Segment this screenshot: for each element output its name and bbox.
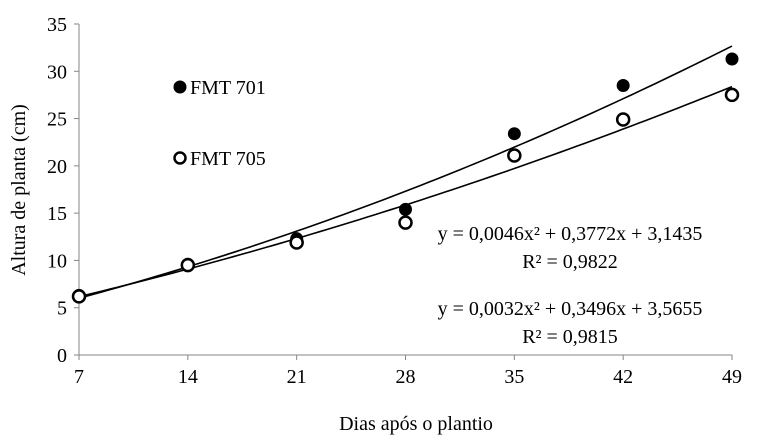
- x-axis-title: Dias após o plantio: [339, 413, 493, 435]
- y-tick-label: 25: [47, 109, 67, 131]
- data-point-series-1: [398, 215, 413, 230]
- data-point-series-1: [507, 148, 522, 163]
- equation-fmt-701: y = 0,0046x² + 0,3772x + 3,1435: [438, 223, 703, 245]
- y-axis-title: Altura de planta (cm): [8, 104, 30, 276]
- data-points: [71, 52, 740, 304]
- y-tick-label: 15: [47, 203, 67, 225]
- y-tick-label: 10: [47, 250, 67, 272]
- equations: y = 0,0046x² + 0,3772x + 3,1435 R² = 0,9…: [438, 223, 703, 348]
- data-point-series-0: [399, 202, 412, 216]
- y-tick-label: 30: [47, 61, 67, 83]
- x-tick-label: 28: [396, 366, 416, 388]
- data-point-series-1: [180, 257, 196, 273]
- r2-fmt-701: R² = 0,9822: [522, 251, 618, 273]
- y-tick-label: 20: [47, 156, 67, 178]
- x-tick-label: 14: [178, 366, 198, 388]
- data-point-series-1: [724, 87, 740, 103]
- legend-marker-fmt-701: [173, 80, 187, 94]
- data-point-series-0: [725, 52, 739, 66]
- legend-label-fmt-701: FMT 701: [190, 77, 266, 99]
- data-point-series-1: [615, 112, 631, 127]
- legend: FMT 701 FMT 705: [173, 77, 266, 170]
- r2-fmt-705: R² = 0,9815: [522, 326, 618, 348]
- x-tick-label: 35: [504, 366, 524, 388]
- legend-marker-fmt-705: [173, 151, 187, 165]
- x-tick-label: 7: [74, 366, 84, 388]
- axes: 0 5 10 15 20 25 30 35 7 14 21 28 35 42 49: [47, 14, 742, 388]
- data-point-series-0: [616, 78, 630, 92]
- y-tick-label: 35: [47, 14, 67, 36]
- equation-fmt-705: y = 0,0032x² + 0,3496x + 3,5655: [438, 298, 703, 320]
- x-tick-label: 49: [722, 366, 742, 388]
- data-point-series-1: [289, 235, 304, 250]
- legend-label-fmt-705: FMT 705: [190, 148, 266, 170]
- y-tick-label: 5: [57, 298, 67, 320]
- x-tick-label: 21: [287, 366, 307, 388]
- data-point-series-0: [507, 127, 521, 141]
- y-tick-label: 0: [57, 345, 67, 367]
- data-point-series-1: [71, 289, 87, 304]
- x-tick-label: 42: [613, 366, 633, 388]
